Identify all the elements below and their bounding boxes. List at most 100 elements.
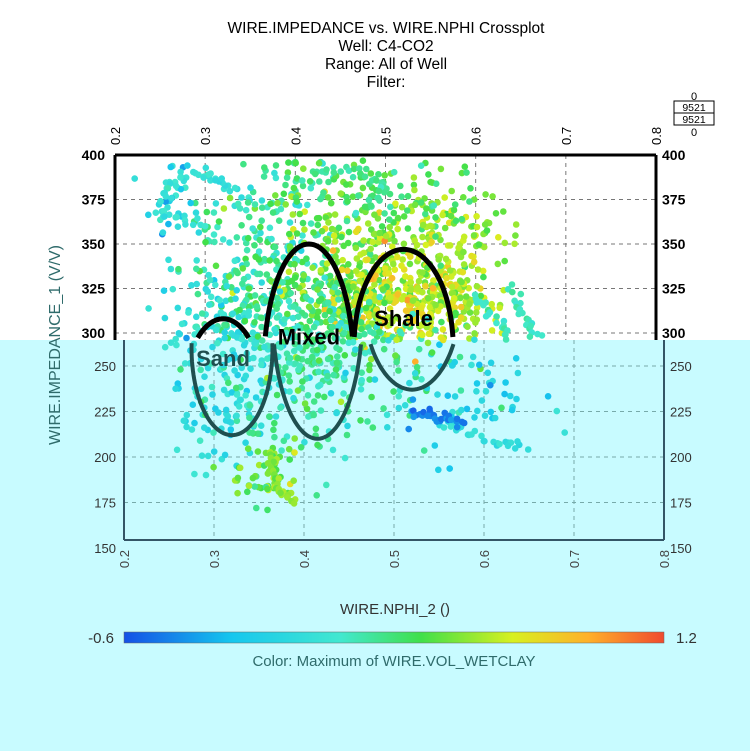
data-point (304, 392, 312, 399)
data-point (251, 319, 258, 326)
data-point (344, 239, 352, 247)
data-point (175, 330, 183, 337)
data-point (451, 201, 459, 208)
data-point (322, 214, 330, 221)
data-point (177, 366, 184, 373)
y-tick-right-top: 400 (662, 147, 686, 163)
y-tick-left-bottom: 200 (94, 450, 116, 465)
data-point (482, 313, 490, 320)
data-point (375, 315, 382, 323)
data-point (303, 324, 310, 331)
data-point (304, 201, 311, 209)
data-point (435, 466, 442, 474)
data-point (457, 303, 465, 311)
x-tick-bottom: 0.8 (657, 550, 672, 568)
data-point (470, 258, 478, 266)
data-point (187, 199, 194, 207)
data-point (390, 388, 397, 395)
data-point (357, 386, 365, 393)
data-point (321, 393, 328, 401)
data-point (325, 219, 332, 226)
data-point (512, 221, 520, 228)
data-point (363, 165, 370, 173)
data-point (473, 380, 481, 387)
data-point (323, 481, 330, 489)
data-point (231, 184, 239, 192)
data-point (553, 407, 561, 415)
data-point (407, 279, 415, 286)
data-point (527, 322, 534, 330)
data-point (241, 317, 249, 325)
data-point (230, 351, 238, 358)
data-point (167, 163, 174, 171)
data-point (231, 257, 239, 265)
data-point (357, 417, 364, 424)
data-point (271, 375, 278, 382)
x-tick-bottom: 0.6 (477, 550, 492, 568)
data-point (211, 238, 218, 246)
data-point (274, 300, 282, 308)
data-point (245, 312, 253, 319)
data-point (300, 165, 307, 172)
data-point (538, 332, 546, 339)
data-point (329, 446, 337, 454)
data-point (307, 184, 315, 192)
data-point (386, 190, 394, 198)
data-point (407, 286, 414, 294)
data-point (236, 464, 244, 472)
data-point (339, 256, 347, 264)
legend-box-line2: 9521 (682, 114, 706, 126)
zone-label-shale: Shale (374, 306, 433, 331)
data-point (266, 257, 274, 264)
data-point (303, 405, 311, 413)
data-point (358, 369, 366, 377)
colorbar (123, 631, 665, 644)
data-point (200, 174, 207, 181)
y-tick-left-bottom: 150 (94, 541, 116, 556)
data-point (185, 309, 192, 316)
data-point (371, 297, 379, 305)
data-point (249, 474, 257, 482)
data-point (173, 341, 180, 349)
data-point (329, 323, 336, 331)
data-point (252, 394, 260, 401)
data-point (484, 369, 492, 377)
data-point (215, 218, 223, 225)
data-point (375, 187, 383, 195)
y-tick-right-bottom: 225 (670, 405, 692, 420)
data-point (444, 392, 452, 400)
data-point (232, 267, 240, 275)
data-point (370, 329, 377, 337)
data-point (258, 279, 266, 286)
data-point (293, 230, 301, 237)
data-point (436, 341, 443, 349)
data-point (284, 169, 292, 176)
data-point (422, 283, 429, 290)
data-point (512, 355, 520, 362)
y-tick-left-bottom: 225 (94, 405, 116, 420)
data-point (468, 252, 475, 260)
data-point (321, 274, 329, 282)
data-point (426, 304, 434, 311)
y-tick-left-top: 300 (82, 325, 106, 341)
data-point (248, 429, 256, 437)
data-point (226, 194, 234, 202)
data-point (369, 238, 377, 246)
data-point (207, 170, 214, 177)
data-point (273, 314, 281, 321)
data-point (426, 310, 434, 318)
data-point (275, 217, 283, 224)
data-point (432, 326, 439, 334)
data-point (310, 229, 317, 236)
data-point (404, 207, 411, 214)
data-point (410, 317, 418, 325)
data-point (243, 246, 251, 254)
data-point (204, 288, 211, 295)
data-point (331, 238, 339, 245)
data-point (337, 398, 345, 406)
data-point (255, 461, 263, 469)
data-point (410, 174, 418, 181)
data-point (452, 217, 460, 225)
data-point (233, 412, 240, 420)
data-point (280, 190, 288, 198)
